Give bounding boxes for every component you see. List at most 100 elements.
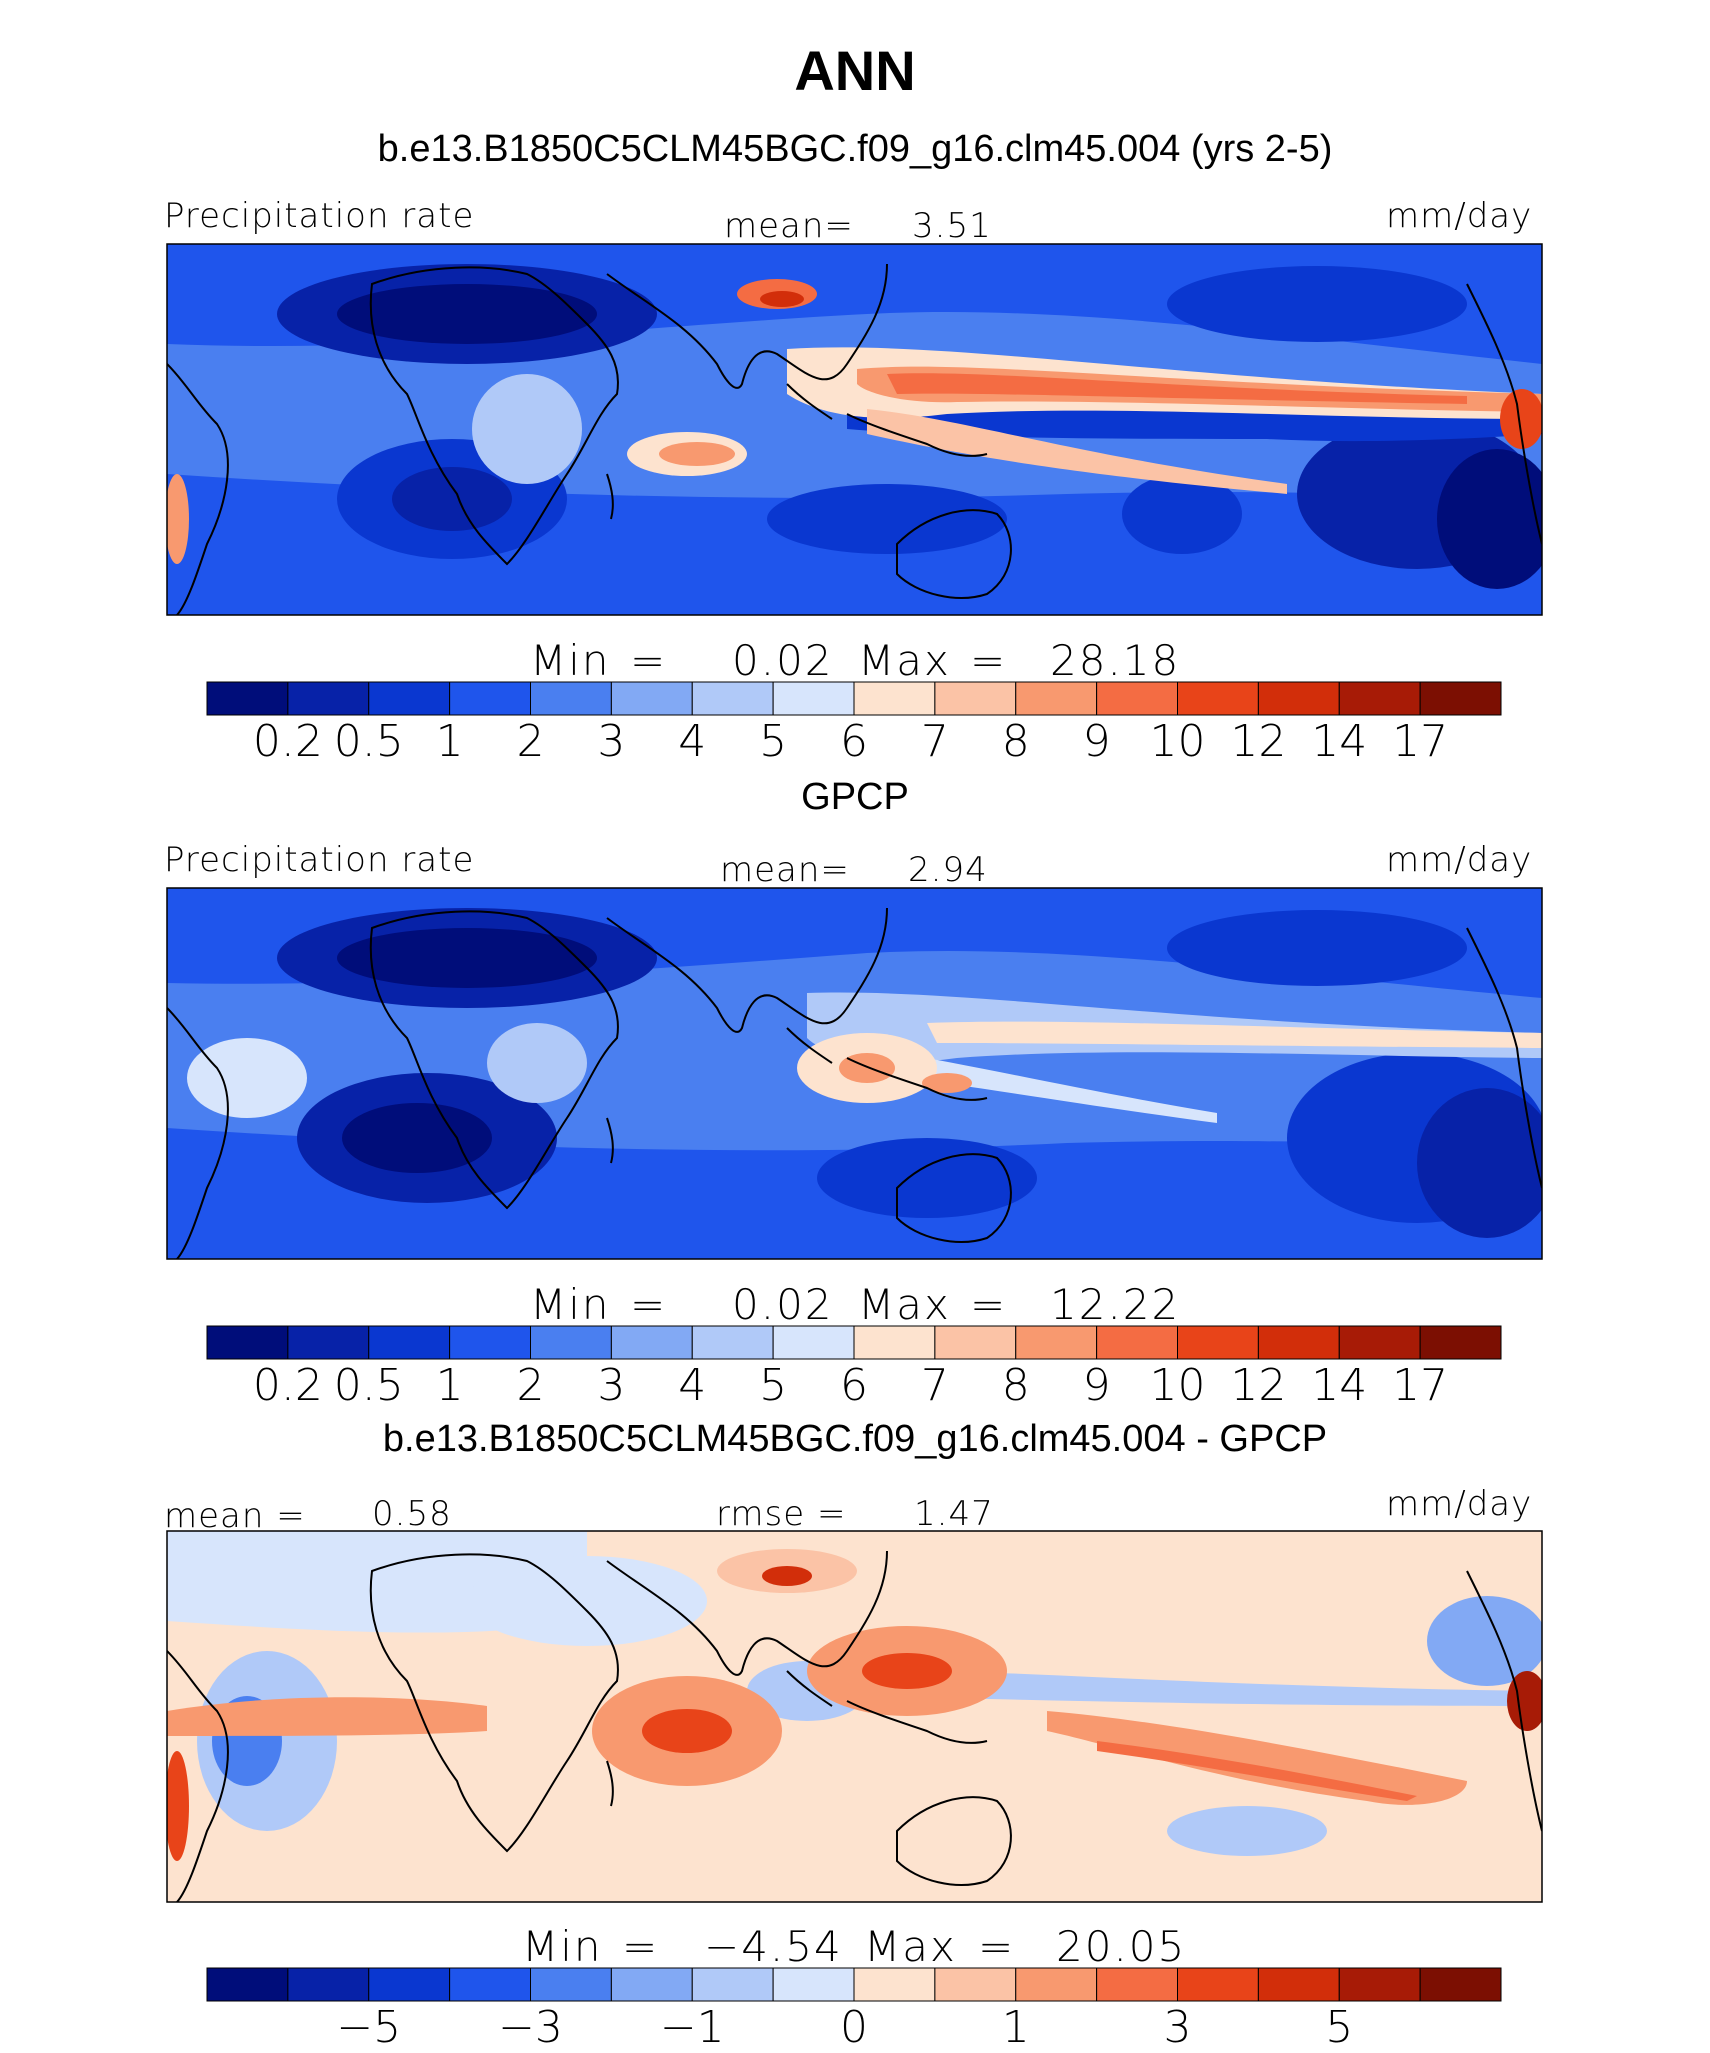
maritime-core bbox=[862, 1653, 952, 1689]
panel2-min-eq: = bbox=[630, 1280, 668, 1329]
panel3-mean-label: mean = bbox=[164, 1496, 306, 1536]
colorbar-2-tick: 0.5 bbox=[333, 1360, 404, 1411]
panel2-min-value: 0.02 bbox=[732, 1280, 834, 1329]
colorbar-3-box bbox=[772, 1967, 855, 2002]
sahara-core bbox=[337, 284, 597, 344]
colorbar-3-tick: 5 bbox=[1325, 2002, 1354, 2053]
panel2-title: GPCP bbox=[801, 776, 909, 818]
colorbar-2-box bbox=[287, 1325, 370, 1360]
coastline-2 bbox=[606, 1550, 888, 1676]
edge-positive bbox=[167, 1751, 189, 1861]
colorbar-2-box bbox=[934, 1325, 1017, 1360]
colorbar-1-tick: 3 bbox=[597, 716, 626, 767]
tibet-core bbox=[760, 291, 804, 307]
colorbar-2-box bbox=[1338, 1325, 1421, 1360]
itcz-mid bbox=[927, 1021, 1542, 1048]
colorbar-2-box bbox=[1257, 1325, 1340, 1360]
colorbar-1-box bbox=[934, 681, 1017, 716]
colorbar-3-tick: 3 bbox=[1163, 2002, 1192, 2053]
colorbar-1-tick: 4 bbox=[678, 716, 707, 767]
colorbar-1-box bbox=[1096, 681, 1179, 716]
colorbar-2-tick: 5 bbox=[759, 1360, 788, 1411]
panel2-mean-label: mean= bbox=[720, 850, 850, 890]
coastline-2 bbox=[606, 263, 888, 389]
coastline-8 bbox=[606, 473, 614, 520]
colorbar-1-tick: 1 bbox=[435, 716, 464, 767]
map-panel-1 bbox=[166, 243, 1543, 616]
colorbar-2 bbox=[206, 1325, 1502, 1360]
indian-ocean-core bbox=[659, 442, 735, 466]
colorbar-3-tick: −5 bbox=[336, 2002, 402, 2053]
colorbar-1-tick: 12 bbox=[1230, 716, 1287, 767]
colorbar-1-tick: 8 bbox=[1001, 716, 1030, 767]
colorbar-2-tick: 14 bbox=[1311, 1360, 1368, 1411]
panel1-max-value: 28.18 bbox=[1050, 636, 1181, 685]
coastline-1 bbox=[369, 266, 619, 566]
colorbar-2-tick: 12 bbox=[1230, 1360, 1287, 1411]
colorbar-2-box bbox=[449, 1325, 532, 1360]
colorbar-2-box bbox=[368, 1325, 451, 1360]
colorbar-1-box bbox=[449, 681, 532, 716]
panel1-max-label: Max bbox=[858, 636, 951, 685]
new-guinea-rain bbox=[922, 1073, 972, 1093]
colorbar-2-tick: 9 bbox=[1082, 1360, 1111, 1411]
panel3-mean-value: 0.58 bbox=[372, 1494, 452, 1534]
sahara-core bbox=[337, 928, 597, 988]
coastline-3 bbox=[846, 1700, 988, 1744]
figure-subtitle: b.e13.B1850C5CLM45BGC.f09_g16.clm45.004 … bbox=[377, 128, 1333, 170]
coastline-3 bbox=[846, 413, 988, 457]
colorbar-3-tick: −1 bbox=[659, 2002, 725, 2053]
colorbar-3-box bbox=[1015, 1967, 1098, 2002]
congo-rain bbox=[472, 374, 582, 484]
map-frame-3 bbox=[166, 1530, 1543, 1903]
map-field-2 bbox=[167, 888, 1542, 1259]
sahara-near-zero bbox=[467, 1556, 707, 1646]
colorbar-2-box bbox=[853, 1325, 936, 1360]
colorbar-2-tick: 6 bbox=[840, 1360, 868, 1411]
spcz bbox=[867, 1048, 1217, 1123]
panel2-units: mm/day bbox=[1386, 840, 1533, 880]
satl-core bbox=[392, 467, 512, 531]
map-frame-2 bbox=[166, 887, 1543, 1260]
colorbar-3 bbox=[206, 1967, 1502, 2002]
colorbar-3-tick: 0 bbox=[840, 2002, 868, 2053]
congo-rain bbox=[487, 1023, 587, 1103]
coastline-4 bbox=[896, 509, 1012, 599]
sw-pac-negative bbox=[1167, 1806, 1327, 1856]
panel2-min-label: Min bbox=[530, 1280, 611, 1329]
sio-dry bbox=[767, 484, 1007, 554]
coastline-6 bbox=[167, 1650, 229, 1902]
colorbar-1-box bbox=[691, 681, 774, 716]
panel3-rmse-label: rmse = bbox=[716, 1494, 847, 1534]
colorbar-2-box bbox=[691, 1325, 774, 1360]
colorbar-1-box bbox=[287, 681, 370, 716]
colorbar-1-box bbox=[610, 681, 693, 716]
colorbar-1-tick: 2 bbox=[516, 716, 545, 767]
panel1-min-label: Min bbox=[530, 636, 611, 685]
colorbar-3-box bbox=[449, 1967, 532, 2002]
colorbar-1-box bbox=[1015, 681, 1098, 716]
panel2-left-label: Precipitation rate bbox=[164, 840, 475, 880]
colorbar-2-tick: 1 bbox=[435, 1360, 464, 1411]
colorbar-1-box bbox=[1257, 681, 1340, 716]
coastline-7 bbox=[786, 1670, 833, 1707]
map-frame-1 bbox=[166, 243, 1543, 616]
colorbar-1-box bbox=[530, 681, 612, 716]
colorbar-3-box bbox=[530, 1967, 612, 2002]
colorbar-1 bbox=[206, 681, 1502, 716]
map-panel-2 bbox=[166, 887, 1543, 1260]
panel2-max-eq: = bbox=[970, 1280, 1008, 1329]
coastline-3 bbox=[846, 1057, 988, 1101]
sepac-core bbox=[1417, 1088, 1542, 1238]
colorbar-2-box bbox=[1419, 1325, 1502, 1360]
colorbar-3-box bbox=[1419, 1967, 1502, 2002]
panel3-min-eq: = bbox=[622, 1922, 660, 1971]
colorbar-1-box bbox=[206, 681, 289, 716]
colorbar-2-box bbox=[772, 1325, 855, 1360]
satl-core bbox=[342, 1103, 492, 1173]
colorbar-2-tick: 3 bbox=[597, 1360, 626, 1411]
colorbar-1-tick: 17 bbox=[1392, 716, 1449, 767]
itcz-core bbox=[887, 373, 1467, 404]
panel3-max-label: Max bbox=[864, 1922, 957, 1971]
